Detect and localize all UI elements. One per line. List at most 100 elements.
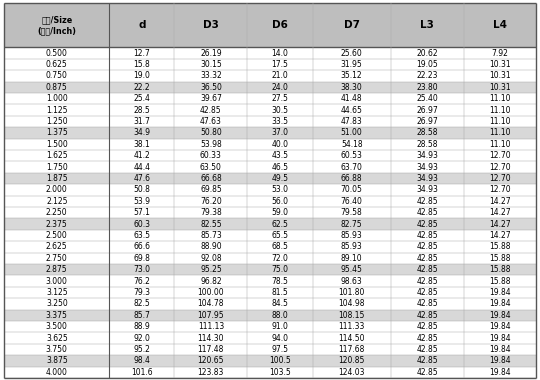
Text: 47.63: 47.63 [200, 117, 222, 126]
Text: 95.2: 95.2 [133, 345, 150, 354]
Text: 81.5: 81.5 [272, 288, 288, 297]
Text: 3.625: 3.625 [46, 334, 68, 343]
Text: 2.125: 2.125 [46, 197, 68, 206]
Bar [4, 82, 536, 93]
Text: 28.58: 28.58 [417, 140, 438, 149]
Bar [4, 162, 536, 173]
Text: 3.250: 3.250 [46, 299, 68, 309]
Text: 1.250: 1.250 [46, 117, 68, 126]
Text: 10.31: 10.31 [489, 71, 511, 80]
Text: 89.10: 89.10 [341, 254, 362, 263]
Text: 34.9: 34.9 [133, 128, 150, 137]
Bar [4, 207, 536, 218]
Bar [4, 264, 536, 276]
Text: 41.48: 41.48 [341, 94, 362, 103]
Text: 57.1: 57.1 [133, 208, 150, 217]
Text: 42.85: 42.85 [416, 299, 438, 309]
Bar [4, 218, 536, 230]
Text: 114.30: 114.30 [198, 334, 224, 343]
Text: 10.31: 10.31 [489, 60, 511, 69]
Text: 54.18: 54.18 [341, 140, 362, 149]
Text: 40.0: 40.0 [272, 140, 288, 149]
Text: 51.00: 51.00 [341, 128, 362, 137]
Text: 1.625: 1.625 [46, 151, 68, 160]
Text: 1.000: 1.000 [46, 94, 68, 103]
Text: 33.32: 33.32 [200, 71, 222, 80]
Text: 19.0: 19.0 [133, 71, 150, 80]
Text: 53.9: 53.9 [133, 197, 150, 206]
Text: 42.85: 42.85 [200, 106, 222, 114]
Text: 103.5: 103.5 [269, 368, 291, 377]
Text: 76.20: 76.20 [200, 197, 222, 206]
Text: 14.27: 14.27 [489, 208, 511, 217]
Text: 19.84: 19.84 [489, 368, 511, 377]
Text: 82.55: 82.55 [200, 220, 222, 229]
Text: 1.875: 1.875 [46, 174, 68, 183]
Text: 14.0: 14.0 [272, 49, 288, 57]
Text: 42.85: 42.85 [416, 288, 438, 297]
Text: 114.50: 114.50 [339, 334, 365, 343]
Bar [4, 230, 536, 241]
Text: 0.500: 0.500 [46, 49, 68, 57]
Text: 85.93: 85.93 [341, 231, 362, 240]
Text: 15.88: 15.88 [489, 242, 510, 252]
Text: 11.10: 11.10 [489, 94, 510, 103]
Text: 42.85: 42.85 [416, 265, 438, 274]
Text: 19.84: 19.84 [489, 288, 511, 297]
Text: 28.58: 28.58 [417, 128, 438, 137]
Text: 4.000: 4.000 [46, 368, 68, 377]
Text: 111.33: 111.33 [339, 322, 365, 331]
Text: 91.0: 91.0 [272, 322, 288, 331]
Text: 104.78: 104.78 [198, 299, 224, 309]
Text: 26.97: 26.97 [416, 117, 438, 126]
Text: 2.250: 2.250 [46, 208, 68, 217]
Text: 14.27: 14.27 [489, 231, 511, 240]
Text: 3.125: 3.125 [46, 288, 68, 297]
Text: 79.38: 79.38 [200, 208, 222, 217]
Text: 27.5: 27.5 [272, 94, 288, 103]
Text: 3.750: 3.750 [46, 345, 68, 354]
Text: 12.70: 12.70 [489, 174, 511, 183]
Text: 97.5: 97.5 [272, 345, 288, 354]
Text: 59.0: 59.0 [272, 208, 288, 217]
Text: 0.875: 0.875 [46, 83, 68, 92]
Text: 41.2: 41.2 [133, 151, 150, 160]
Text: 2.500: 2.500 [46, 231, 68, 240]
Text: 104.98: 104.98 [339, 299, 365, 309]
Text: 85.73: 85.73 [200, 231, 222, 240]
Text: 24.0: 24.0 [272, 83, 288, 92]
Bar [4, 105, 536, 116]
Text: 73.0: 73.0 [133, 265, 150, 274]
Text: 2.000: 2.000 [46, 185, 68, 195]
Text: 66.88: 66.88 [341, 174, 362, 183]
Text: 69.85: 69.85 [200, 185, 222, 195]
Text: 0.750: 0.750 [46, 71, 68, 80]
Text: 42.85: 42.85 [416, 197, 438, 206]
Text: 44.65: 44.65 [341, 106, 363, 114]
Text: 85.93: 85.93 [341, 242, 362, 252]
Text: 66.68: 66.68 [200, 174, 222, 183]
Text: 60.33: 60.33 [200, 151, 222, 160]
Text: 12.7: 12.7 [133, 49, 150, 57]
Text: 62.5: 62.5 [272, 220, 288, 229]
Text: 95.45: 95.45 [341, 265, 363, 274]
Text: 11.10: 11.10 [489, 140, 510, 149]
Text: 65.5: 65.5 [272, 231, 288, 240]
Text: 12.70: 12.70 [489, 185, 511, 195]
Text: 42.85: 42.85 [416, 334, 438, 343]
Bar [4, 310, 536, 321]
Text: 100.00: 100.00 [198, 288, 224, 297]
Text: 19.84: 19.84 [489, 334, 511, 343]
Text: 2.375: 2.375 [46, 220, 68, 229]
Text: 25.40: 25.40 [416, 94, 438, 103]
Text: 15.88: 15.88 [489, 277, 510, 286]
Text: 120.85: 120.85 [339, 356, 365, 366]
Text: 42.85: 42.85 [416, 220, 438, 229]
Text: 42.85: 42.85 [416, 254, 438, 263]
Text: 76.40: 76.40 [341, 197, 363, 206]
Text: 63.70: 63.70 [341, 163, 363, 172]
Text: 15.88: 15.88 [489, 265, 510, 274]
Text: 79.3: 79.3 [133, 288, 150, 297]
Text: 42.85: 42.85 [416, 356, 438, 366]
Text: 108.15: 108.15 [339, 311, 365, 320]
